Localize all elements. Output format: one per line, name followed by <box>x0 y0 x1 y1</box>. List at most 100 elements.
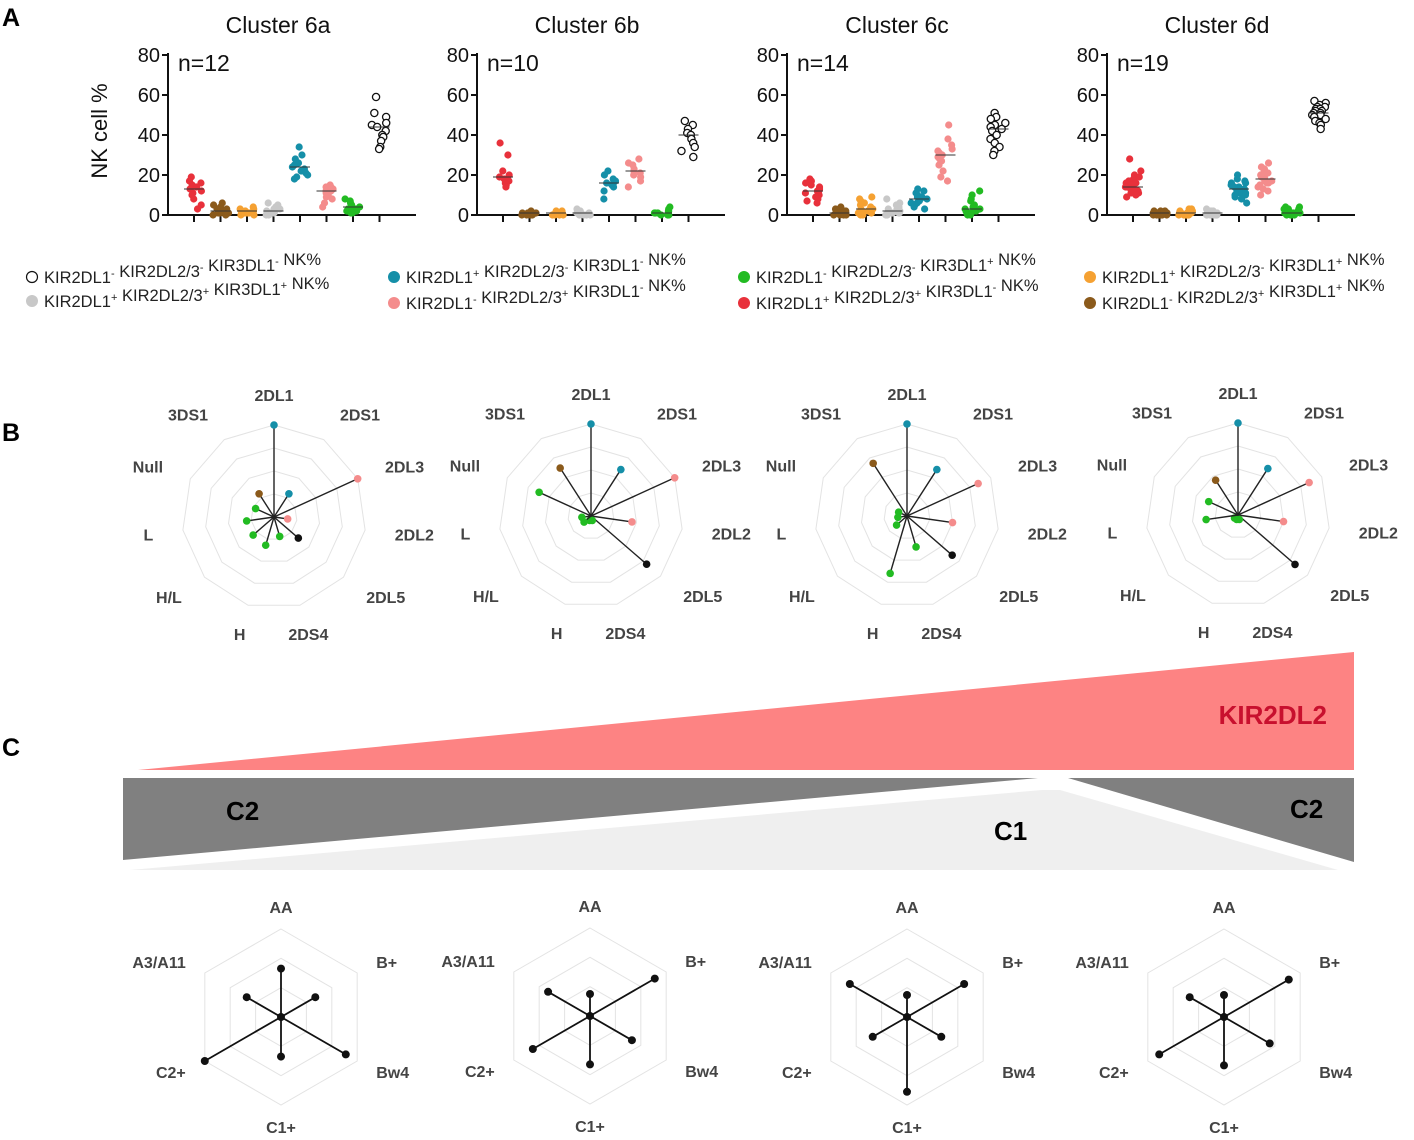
radar-spoke <box>906 469 938 517</box>
data-point <box>976 187 984 195</box>
radar-axis-label: A3/A11 <box>758 955 811 972</box>
data-point <box>842 211 850 219</box>
data-point <box>600 171 609 179</box>
data-point <box>882 211 890 219</box>
data-point <box>920 187 928 195</box>
data-point <box>1264 159 1273 167</box>
data-point <box>197 187 205 195</box>
radar-grid-ring <box>182 424 366 606</box>
radar-point <box>628 518 636 526</box>
radar-axis-label: Bw4 <box>685 1064 718 1081</box>
n-label: n=19 <box>1117 50 1169 76</box>
y-axis-label: NK cell % <box>87 83 112 178</box>
radar-point <box>277 1052 285 1061</box>
radar-grid-ring <box>544 469 638 561</box>
radar-spoke <box>590 469 622 517</box>
radar-point <box>868 1032 877 1041</box>
radar-point <box>892 521 901 529</box>
data-point <box>883 195 891 203</box>
data-point <box>690 142 699 152</box>
data-point <box>1126 155 1134 163</box>
data-point <box>319 203 327 211</box>
radar-axis-label: 2DS1 <box>340 407 380 424</box>
data-point <box>370 108 379 118</box>
radar-center-point <box>1220 1013 1228 1021</box>
legend-label: KIR2DL1+ KIR2DL2/3- KIR3DL1- NK% <box>406 251 686 287</box>
radar-spoke <box>906 515 953 524</box>
legend-item: KIR2DL1- KIR2DL2/3- KIR3DL1- NK% <box>25 251 321 287</box>
data-point <box>609 183 618 191</box>
data-point <box>665 211 673 219</box>
radar-axis-label: 2DL1 <box>1218 386 1257 403</box>
radar-spoke <box>590 477 675 517</box>
data-point <box>298 151 306 159</box>
radar-center-point <box>586 1012 594 1020</box>
radar-spoke <box>906 482 979 517</box>
radar-point <box>1265 1039 1274 1048</box>
radar-axis-label: 2DL5 <box>683 589 722 606</box>
n-label: n=14 <box>797 50 849 76</box>
data-point <box>939 167 947 175</box>
c1-label: C1 <box>994 816 1027 846</box>
radar-point <box>544 987 553 996</box>
radar-spoke <box>906 515 953 556</box>
c2-right-label: C2 <box>1290 794 1323 824</box>
radar-axis-label: Null <box>133 459 163 476</box>
data-point <box>222 211 230 219</box>
radar-axis-label: C1+ <box>266 1120 296 1137</box>
radar-point <box>650 974 659 983</box>
chart-title: Cluster 6c <box>845 12 949 38</box>
radar-point <box>960 980 969 988</box>
radar-axis-label: C2+ <box>1099 1065 1129 1082</box>
data-point <box>910 203 918 211</box>
legend-item: KIR2DL1- KIR2DL2/3+ KIR3DL1+ NK% <box>1084 277 1385 313</box>
chart-title: Cluster 6d <box>1165 12 1270 38</box>
legend-marker <box>26 295 38 307</box>
kir2dl2-label: KIR2DL2 <box>1219 700 1327 730</box>
data-point <box>190 195 198 203</box>
radar-axis-label: 3DS1 <box>801 406 841 423</box>
data-point <box>295 143 303 151</box>
radar-spoke <box>589 977 656 1017</box>
legend-label: KIR2DL1+ KIR2DL2/3+ KIR3DL1+ NK% <box>44 275 330 311</box>
radar-axis-label: Null <box>450 458 480 475</box>
radar-point <box>1204 497 1213 506</box>
radar-axis-label: Null <box>766 458 796 475</box>
radar-spoke <box>849 983 908 1018</box>
y-tick-label: 20 <box>447 165 469 187</box>
radar-grid-ring <box>815 423 999 605</box>
data-point <box>1257 191 1265 199</box>
radar-axis-label: C2+ <box>465 1064 495 1081</box>
data-point <box>1203 211 1211 219</box>
n-label: n=12 <box>178 50 230 76</box>
radar-point <box>586 990 594 998</box>
radar-spoke <box>889 515 908 574</box>
radar-center-point <box>903 1013 911 1021</box>
radar-point <box>1291 560 1299 569</box>
data-point <box>499 167 507 175</box>
data-point <box>237 211 245 219</box>
c1-wedge <box>130 790 1338 870</box>
data-point <box>680 116 690 126</box>
radar-spoke <box>280 996 316 1018</box>
radar-spoke <box>532 1015 591 1050</box>
data-point <box>624 183 632 191</box>
radar-spoke <box>872 462 908 517</box>
data-point <box>559 211 567 219</box>
radar-axis-label: 2DS1 <box>1304 405 1344 422</box>
data-point <box>1264 187 1272 195</box>
radar-axis-label: Bw4 <box>376 1065 409 1082</box>
data-point <box>813 199 821 207</box>
radar-spoke <box>559 467 592 517</box>
y-tick-label: 20 <box>138 165 160 187</box>
radar-grid-ring <box>1214 491 1262 538</box>
radar-point <box>903 991 911 999</box>
data-point <box>937 173 945 181</box>
y-tick-label: 80 <box>447 45 469 67</box>
data-point <box>526 211 535 219</box>
data-point <box>830 211 838 219</box>
n-label: n=10 <box>487 50 539 76</box>
legend-label: KIR2DL1- KIR2DL2/3+ KIR3DL1+ NK% <box>1102 277 1385 313</box>
radar-point <box>974 479 982 488</box>
